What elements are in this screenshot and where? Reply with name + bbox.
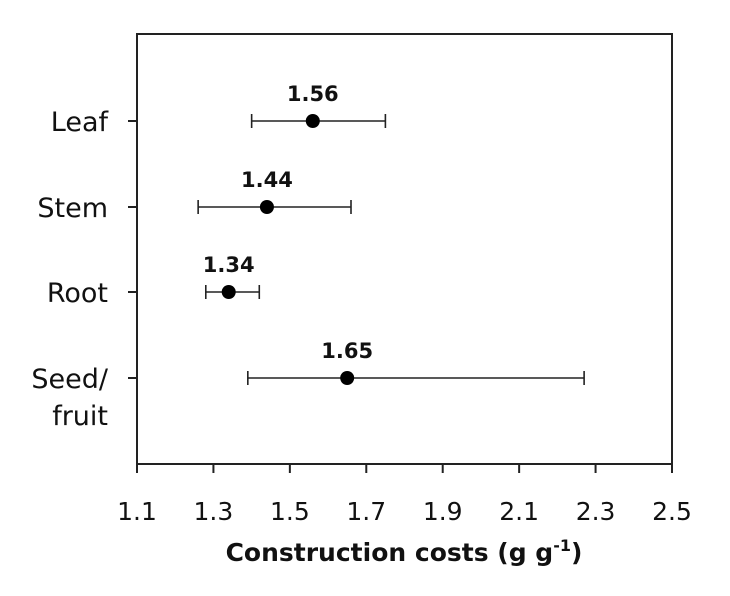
data-point	[305, 114, 320, 128]
x-axis: 1.1 1.3 1.5 1.7 1.9 2.1 2.3 2.5	[117, 464, 692, 526]
x-tick-label: 1.9	[423, 497, 463, 526]
data-label: 1.34	[203, 253, 255, 277]
y-category-label: fruit	[52, 401, 108, 432]
x-axis-title-superscript: -1	[553, 536, 571, 555]
data-point	[259, 200, 274, 214]
data-label: 1.44	[241, 168, 293, 192]
x-axis-title-main: Construction costs (g g	[226, 538, 554, 567]
x-tick-label: 1.3	[194, 497, 234, 526]
y-category-label: Stem	[37, 193, 108, 224]
x-tick-label: 2.5	[652, 497, 692, 526]
y-category-label: Leaf	[51, 107, 110, 138]
x-tick-label: 2.1	[499, 497, 539, 526]
data-label: 1.65	[321, 339, 373, 363]
x-tick-label: 2.3	[576, 497, 616, 526]
plot-frame	[136, 33, 673, 465]
x-tick-label: 1.5	[270, 497, 310, 526]
x-tick-label: 1.1	[117, 497, 157, 526]
data-marks: 1.56 1.44 1.34 1.65	[197, 82, 585, 385]
y-category-label: Root	[47, 278, 108, 309]
data-label: 1.56	[287, 82, 339, 106]
x-tick-label: 1.7	[346, 497, 386, 526]
data-point	[221, 285, 236, 299]
y-axis: Leaf Stem Root Seed/fruit	[31, 107, 137, 432]
data-point	[340, 371, 355, 385]
x-axis-title: Construction costs (g g-1)	[226, 536, 583, 567]
x-axis-title-suffix: )	[571, 538, 582, 567]
y-category-label: Seed/	[31, 364, 109, 395]
